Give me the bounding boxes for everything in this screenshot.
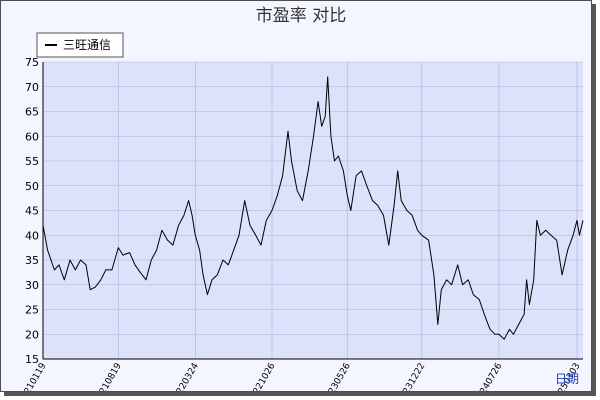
x-tick-label: 20240726 <box>473 361 505 391</box>
y-tick-labels: 15 20 25 30 35 40 45 50 55 60 65 70 75 <box>25 56 39 366</box>
y-tick-label: 75 <box>25 56 39 69</box>
series-group <box>42 76 584 340</box>
legend-label: 三旺通信 <box>63 38 111 52</box>
y-tick-label: 65 <box>25 106 39 119</box>
y-tick-label: 55 <box>25 155 39 168</box>
y-tick-label: 70 <box>25 81 39 94</box>
y-tick-label: 35 <box>25 254 39 267</box>
y-tick-label: 50 <box>25 180 39 193</box>
x-tick-label: 20220324 <box>169 361 201 391</box>
y-tick-label: 30 <box>25 279 39 292</box>
y-tick-label: 45 <box>25 205 39 218</box>
chart-title: 市盈率 对比 <box>256 6 346 26</box>
x-tick-label: 20230526 <box>321 361 353 391</box>
y-tick-label: 60 <box>25 130 39 143</box>
x-axis-label: 日期 <box>555 372 579 386</box>
y-tick-label: 15 <box>25 353 39 366</box>
x-tick-labels: 20210119 20210819 20220324 20221026 20230526… <box>17 361 583 391</box>
series-line-pe <box>42 76 584 340</box>
x-tick-label: 20231222 <box>396 362 428 392</box>
grid-lines <box>42 61 583 360</box>
legend: 三旺通信 <box>36 32 124 58</box>
x-tick-label: 20221026 <box>246 361 278 391</box>
y-tick-label: 20 <box>25 328 39 341</box>
y-tick-label: 25 <box>25 304 39 317</box>
chart-frame: 市盈率 对比 15 20 25 30 35 40 45 50 55 60 65 70 75 202101… <box>0 0 592 392</box>
x-tick-label: 20210819 <box>92 361 124 391</box>
y-tick-label: 40 <box>25 229 39 242</box>
